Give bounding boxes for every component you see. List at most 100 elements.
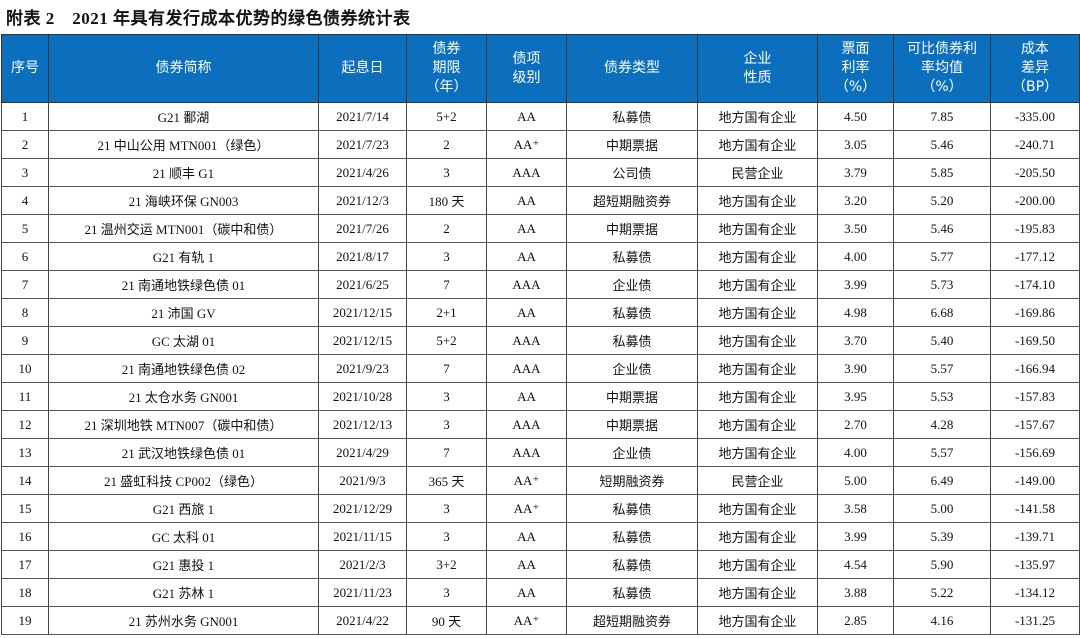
cell-start-date: 2021/7/23 <box>318 130 407 159</box>
cell-cost-diff: -200.00 <box>990 186 1080 215</box>
cell-start-date: 2021/12/15 <box>318 298 407 327</box>
cell-bond-type: 私募债 <box>566 578 698 607</box>
cell-rating: AAA <box>486 326 567 355</box>
cell-index: 8 <box>1 298 49 327</box>
cell-bond-type: 私募债 <box>566 550 698 579</box>
cell-cost-diff: -166.94 <box>990 354 1080 383</box>
table-row: 2 21 中山公用 MTN001（绿色） 2021/7/23 2 AA⁺ 中期票据 地方国有… <box>1 130 1080 159</box>
cell-cost-diff: -157.83 <box>990 382 1080 411</box>
cell-bond-name: 21 沛国 GV <box>48 298 319 327</box>
cell-bond-name: 21 南通地铁绿色债 01 <box>48 270 319 299</box>
cell-comparable-rate: 5.57 <box>893 354 991 383</box>
cell-bond-name: 21 盛虹科技 CP002（绿色） <box>48 466 319 495</box>
cell-coupon-rate: 3.88 <box>817 578 894 607</box>
cell-term: 3 <box>406 494 487 523</box>
table-row: 9 GC 太湖 01 2021/12/15 5+2 AAA 私募债 地方国有企业 3.70 5.… <box>1 326 1080 355</box>
cell-index: 14 <box>1 466 49 495</box>
cell-start-date: 2021/8/17 <box>318 242 407 271</box>
cell-coupon-rate: 4.00 <box>817 438 894 467</box>
cell-bond-name: 21 武汉地铁绿色债 01 <box>48 438 319 467</box>
cell-rating: AA <box>486 242 567 271</box>
table-row: 6 G21 有轨 1 2021/8/17 3 AA 私募债 地方国有企业 4.00 5.77 -1… <box>1 242 1080 271</box>
green-bond-table: 序号 债券简称 起息日 债券 期限 （年） 债项 级别 债券类型 企业 性质 票面 利率 （%… <box>1 34 1080 635</box>
cell-bond-type: 中期票据 <box>566 410 698 439</box>
cell-start-date: 2021/9/23 <box>318 354 407 383</box>
cell-comparable-rate: 5.20 <box>893 186 991 215</box>
cell-term: 3 <box>406 410 487 439</box>
cell-rating: AA⁺ <box>486 130 567 159</box>
cell-start-date: 2021/11/15 <box>318 522 407 551</box>
cell-bond-type: 私募债 <box>566 242 698 271</box>
cell-index: 2 <box>1 130 49 159</box>
cell-index: 13 <box>1 438 49 467</box>
cell-cost-diff: -169.86 <box>990 298 1080 327</box>
table-title: 附表 2 2021 年具有发行成本优势的绿色债券统计表 <box>6 9 411 28</box>
cell-bond-name: 21 顺丰 G1 <box>48 158 319 187</box>
column-header-cost-diff: 成本 差异 （BP） <box>990 34 1080 103</box>
cell-cost-diff: -177.12 <box>990 242 1080 271</box>
cell-company-nature: 地方国有企业 <box>697 438 818 467</box>
column-header-start-date: 起息日 <box>318 34 407 103</box>
cell-coupon-rate: 2.70 <box>817 410 894 439</box>
cell-comparable-rate: 6.68 <box>893 298 991 327</box>
cell-term: 365 天 <box>406 466 487 495</box>
column-header-term: 债券 期限 （年） <box>406 34 487 103</box>
cell-company-nature: 地方国有企业 <box>697 102 818 131</box>
cell-start-date: 2021/11/23 <box>318 578 407 607</box>
cell-bond-name: G21 鄱湖 <box>48 102 319 131</box>
cell-rating: AA <box>486 214 567 243</box>
table-row: 11 21 太仓水务 GN001 2021/10/28 3 AA 中期票据 地方国有企业 3.… <box>1 382 1080 411</box>
cell-start-date: 2021/7/14 <box>318 102 407 131</box>
cell-comparable-rate: 5.53 <box>893 382 991 411</box>
cell-term: 3 <box>406 382 487 411</box>
cell-comparable-rate: 6.49 <box>893 466 991 495</box>
cell-rating: AA <box>486 298 567 327</box>
cell-bond-type: 中期票据 <box>566 130 698 159</box>
cell-start-date: 2021/7/26 <box>318 214 407 243</box>
cell-index: 16 <box>1 522 49 551</box>
cell-term: 180 天 <box>406 186 487 215</box>
cell-index: 17 <box>1 550 49 579</box>
table-row: 8 21 沛国 GV 2021/12/15 2+1 AA 私募债 地方国有企业 4.98 6.6… <box>1 298 1080 327</box>
cell-term: 3 <box>406 578 487 607</box>
cell-bond-type: 私募债 <box>566 326 698 355</box>
cell-company-nature: 民营企业 <box>697 158 818 187</box>
cell-start-date: 2021/2/3 <box>318 550 407 579</box>
cell-comparable-rate: 5.39 <box>893 522 991 551</box>
table-row: 1 G21 鄱湖 2021/7/14 5+2 AA 私募债 地方国有企业 4.50 7.85 -3… <box>1 102 1080 131</box>
cell-company-nature: 地方国有企业 <box>697 186 818 215</box>
cell-index: 11 <box>1 382 49 411</box>
cell-bond-name: G21 惠投 1 <box>48 550 319 579</box>
cell-company-nature: 地方国有企业 <box>697 522 818 551</box>
cell-company-nature: 地方国有企业 <box>697 326 818 355</box>
cell-coupon-rate: 3.79 <box>817 158 894 187</box>
cell-comparable-rate: 5.00 <box>893 494 991 523</box>
cell-start-date: 2021/4/22 <box>318 606 407 635</box>
cell-index: 7 <box>1 270 49 299</box>
table-row: 18 G21 苏林 1 2021/11/23 3 AA 私募债 地方国有企业 3.88 5.22… <box>1 578 1080 607</box>
cell-bond-name: GC 太湖 01 <box>48 326 319 355</box>
cell-rating: AAA <box>486 354 567 383</box>
cell-start-date: 2021/4/26 <box>318 158 407 187</box>
cell-rating: AA⁺ <box>486 494 567 523</box>
cell-bond-name: 21 南通地铁绿色债 02 <box>48 354 319 383</box>
cell-rating: AAA <box>486 158 567 187</box>
cell-rating: AA <box>486 186 567 215</box>
cell-bond-name: 21 温州交运 MTN001（碳中和债） <box>48 214 319 243</box>
cell-comparable-rate: 5.46 <box>893 214 991 243</box>
cell-index: 10 <box>1 354 49 383</box>
cell-cost-diff: -169.50 <box>990 326 1080 355</box>
cell-comparable-rate: 5.22 <box>893 578 991 607</box>
cell-bond-type: 超短期融资券 <box>566 606 698 635</box>
cell-rating: AAA <box>486 410 567 439</box>
cell-comparable-rate: 5.77 <box>893 242 991 271</box>
cell-bond-type: 短期融资券 <box>566 466 698 495</box>
cell-term: 2 <box>406 214 487 243</box>
cell-term: 90 天 <box>406 606 487 635</box>
cell-index: 4 <box>1 186 49 215</box>
cell-coupon-rate: 4.54 <box>817 550 894 579</box>
cell-coupon-rate: 4.98 <box>817 298 894 327</box>
column-header-bond-type: 债券类型 <box>566 34 698 103</box>
cell-coupon-rate: 3.50 <box>817 214 894 243</box>
cell-term: 7 <box>406 354 487 383</box>
